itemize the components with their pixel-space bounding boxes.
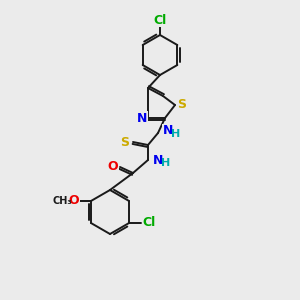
Text: N: N <box>153 154 163 166</box>
Text: H: H <box>161 158 171 168</box>
Text: O: O <box>69 194 79 208</box>
Text: Cl: Cl <box>153 14 167 26</box>
Text: CH₃: CH₃ <box>52 196 72 206</box>
Text: N: N <box>137 112 147 124</box>
Text: S: S <box>121 136 130 148</box>
Text: N: N <box>163 124 173 137</box>
Text: S: S <box>178 98 187 112</box>
Text: O: O <box>108 160 118 172</box>
Text: Cl: Cl <box>142 217 156 230</box>
Text: H: H <box>171 129 181 139</box>
